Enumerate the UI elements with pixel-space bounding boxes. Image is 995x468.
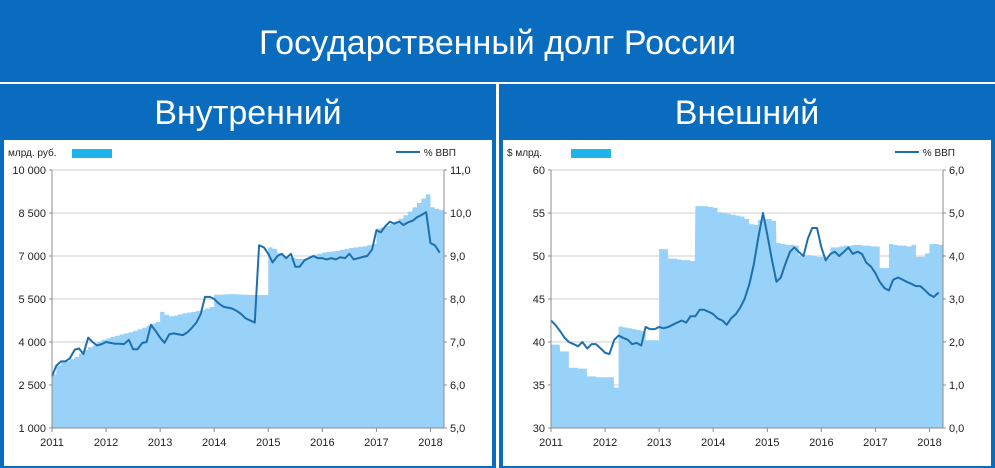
left-unit-label: $ млрд. [507, 148, 542, 159]
y-left-tick-label: 55 [533, 208, 545, 220]
x-tick-label: 2015 [256, 437, 280, 449]
y-left-tick-label: 35 [533, 380, 545, 392]
y-left-tick-label: 2 500 [18, 380, 46, 392]
right-unit-label: % ВВП [923, 148, 955, 159]
page-title: Государственный долг России [0, 0, 995, 82]
left-unit-label: млрд. руб. [8, 147, 57, 159]
y-right-tick-label: 11,0 [450, 165, 471, 177]
panel-divider [496, 84, 499, 468]
y-left-tick-label: 1 000 [18, 423, 46, 435]
x-tick-label: 2013 [647, 437, 671, 449]
y-right-tick-label: 0,0 [949, 423, 964, 435]
y-right-tick-label: 2,0 [949, 337, 964, 349]
y-right-tick-label: 10,0 [450, 208, 471, 220]
y-left-tick-label: 60 [533, 165, 545, 177]
title-divider [0, 82, 995, 84]
panel-domestic: Внутренний 1 000 2 500 4 000 5 500 7 000 8 50… [0, 84, 496, 468]
y-right-tick-label: 6,0 [949, 165, 964, 177]
y-right-tick-label: 1,0 [949, 380, 964, 392]
debt-gdp-line [550, 212, 940, 356]
y-left-tick-label: 4 000 [18, 337, 46, 349]
right-unit-label: % ВВП [424, 148, 456, 159]
x-tick-label: 2014 [701, 437, 725, 449]
x-tick-label: 2016 [310, 437, 334, 449]
y-left-tick-label: 10 000 [12, 165, 46, 177]
chart-external-debt: 30 35 40 45 50 55 60 0,0 1,0 2,0 3,0 4,0 5,0 6,0 2011 2… [503, 140, 991, 466]
y-left-tick-label: 8 500 [18, 208, 46, 220]
y-right-tick-label: 3,0 [949, 294, 964, 306]
y-left-tick-label: 45 [533, 294, 545, 306]
x-tick-label: 2016 [809, 437, 833, 449]
panel-title-domestic: Внутренний [154, 94, 342, 132]
y-right-tick-label: 5,0 [949, 208, 964, 220]
y-left-tick-label: 5 500 [18, 294, 46, 306]
x-tick-label: 2017 [364, 437, 388, 449]
y-left-tick-label: 50 [533, 251, 545, 263]
y-left-tick-label: 40 [533, 337, 545, 349]
legend-area-swatch [72, 149, 112, 158]
legend-area-swatch [571, 149, 611, 158]
debt-volume-area [52, 194, 444, 428]
x-tick-label: 2014 [202, 437, 226, 449]
x-tick-label: 2018 [917, 437, 941, 449]
chart-domestic-debt: 1 000 2 500 4 000 5 500 7 000 8 500 10 000 5,0 6… [4, 140, 492, 466]
panel-external: Внешний 30 35 40 45 50 55 60 0,0 1,0 2,0 3,0 4,0 5,0… [499, 84, 995, 468]
y-right-tick-label: 9,0 [450, 251, 465, 263]
y-right-tick-label: 5,0 [450, 423, 465, 435]
x-tick-label: 2011 [40, 437, 64, 449]
y-right-tick-label: 4,0 [949, 251, 964, 263]
x-tick-label: 2017 [863, 437, 887, 449]
y-right-tick-label: 6,0 [450, 380, 465, 392]
debt-volume-area [551, 206, 943, 428]
x-tick-label: 2011 [539, 437, 563, 449]
y-right-tick-label: 8,0 [450, 294, 465, 306]
debt-gdp-line [51, 211, 441, 377]
x-tick-label: 2018 [418, 437, 442, 449]
panel-title-external: Внешний [674, 94, 820, 132]
x-tick-label: 2012 [593, 437, 617, 449]
y-left-tick-label: 7 000 [18, 251, 46, 263]
x-tick-label: 2015 [755, 437, 779, 449]
y-right-tick-label: 7,0 [450, 337, 465, 349]
x-tick-label: 2012 [94, 437, 118, 449]
x-tick-label: 2013 [148, 437, 172, 449]
y-left-tick-label: 30 [533, 423, 545, 435]
